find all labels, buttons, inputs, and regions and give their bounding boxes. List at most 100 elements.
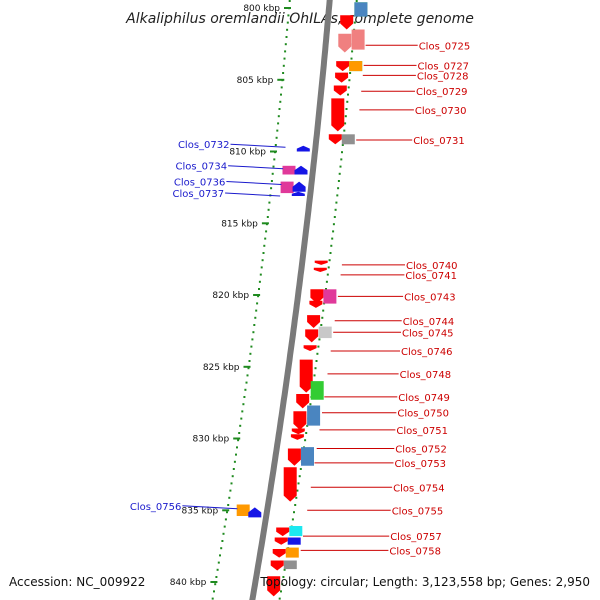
right-track-dot: [316, 352, 319, 355]
gene-label[interactable]: Clos_0729: [416, 87, 468, 98]
gene-label[interactable]: Clos_0730: [415, 106, 467, 117]
gene-arrow[interactable]: [293, 411, 307, 430]
gene-arrow[interactable]: [285, 547, 299, 558]
gene-arrow[interactable]: [248, 507, 262, 518]
left-track-dot: [216, 568, 219, 571]
gene-arrow[interactable]: [310, 381, 324, 400]
gene-arrow[interactable]: [282, 165, 296, 175]
gene-arrow[interactable]: [289, 526, 303, 537]
left-track-dot: [214, 583, 217, 586]
gene-arrow[interactable]: [291, 191, 305, 196]
gene-label[interactable]: Clos_0728: [417, 71, 469, 82]
gene-arrow[interactable]: [333, 85, 347, 96]
gene-label[interactable]: Clos_0754: [393, 483, 445, 494]
gene-arrow[interactable]: [283, 560, 297, 570]
gene-arrow[interactable]: [318, 326, 332, 339]
topology-text: Topology: circular; Length: 3,123,558 bp…: [259, 575, 590, 589]
gene-label[interactable]: Clos_0758: [389, 546, 441, 557]
gene-arrow[interactable]: [276, 527, 290, 537]
gene-arrow[interactable]: [351, 29, 365, 50]
left-track-dot: [228, 496, 231, 499]
gene-label[interactable]: Clos_0736: [174, 178, 226, 189]
gene-label[interactable]: Clos_0751: [396, 426, 448, 437]
kbp-tick-label: 830 kbp: [193, 435, 230, 445]
gene-arrow[interactable]: [328, 134, 342, 145]
gene-features: [236, 2, 368, 597]
gene-label[interactable]: Clos_0748: [400, 370, 452, 381]
label-leader: [182, 505, 238, 510]
left-track-dot: [264, 237, 267, 240]
gene-arrow[interactable]: [299, 359, 313, 393]
gene-arrow[interactable]: [274, 537, 288, 545]
gene-label[interactable]: Clos_0753: [395, 459, 447, 470]
left-track-dot: [271, 172, 274, 175]
left-track-dot: [222, 532, 225, 535]
gene-label[interactable]: Clos_0725: [419, 41, 471, 52]
gene-label[interactable]: Clos_0732: [178, 140, 230, 151]
gene-label[interactable]: Clos_0756: [130, 502, 182, 513]
gene-arrow[interactable]: [272, 549, 286, 558]
right-track-dot: [341, 151, 343, 154]
gene-arrow[interactable]: [294, 165, 308, 175]
gene-arrow[interactable]: [340, 15, 354, 30]
gene-label[interactable]: Clos_0752: [395, 445, 447, 456]
gene-arrow[interactable]: [310, 289, 324, 304]
left-track-dot: [275, 136, 278, 139]
gene-arrow[interactable]: [296, 145, 310, 152]
gene-label[interactable]: Clos_0740: [406, 261, 458, 272]
gene-arrow[interactable]: [305, 329, 319, 343]
left-track-dot: [223, 525, 226, 528]
gene-arrow[interactable]: [267, 576, 281, 597]
gene-label[interactable]: Clos_0750: [397, 409, 449, 420]
gene-arrow[interactable]: [291, 428, 305, 435]
gene-label[interactable]: Clos_0744: [403, 317, 455, 328]
left-track-dot: [255, 309, 258, 312]
gene-arrow[interactable]: [303, 345, 317, 351]
right-track-dot: [345, 108, 348, 110]
kbp-tick-label: 840 kbp: [170, 578, 207, 588]
left-track-dot: [282, 72, 285, 74]
gene-arrow[interactable]: [236, 504, 250, 517]
gene-arrow[interactable]: [341, 134, 355, 145]
left-track-dot: [287, 14, 290, 17]
gene-arrow[interactable]: [290, 434, 304, 440]
gene-arrow[interactable]: [349, 61, 363, 72]
gene-arrow[interactable]: [313, 267, 327, 272]
gene-label[interactable]: Clos_0743: [404, 292, 456, 303]
gene-label[interactable]: Clos_0727: [418, 61, 470, 72]
gene-arrow[interactable]: [280, 181, 294, 194]
gene-label[interactable]: Clos_0741: [405, 271, 457, 282]
gene-label[interactable]: Clos_0737: [173, 189, 225, 200]
left-track-dot: [242, 403, 245, 406]
gene-arrow[interactable]: [335, 72, 349, 83]
gene-arrow[interactable]: [270, 560, 284, 571]
gene-arrow[interactable]: [307, 405, 321, 426]
gene-arrow[interactable]: [301, 447, 314, 466]
gene-arrow[interactable]: [283, 467, 297, 502]
gene-arrow[interactable]: [336, 61, 350, 72]
gene-label[interactable]: Clos_0757: [390, 532, 442, 543]
gene-label[interactable]: Clos_0746: [401, 347, 453, 358]
gene-arrow[interactable]: [331, 98, 345, 132]
left-track-dot: [285, 36, 288, 38]
gene-arrow[interactable]: [292, 181, 306, 192]
gene-label[interactable]: Clos_0731: [413, 136, 465, 147]
gene-label[interactable]: Clos_0755: [392, 506, 444, 517]
right-track-dot: [333, 216, 336, 218]
left-track-dot: [283, 57, 286, 60]
gene-arrow[interactable]: [309, 300, 323, 308]
gene-label[interactable]: Clos_0749: [398, 393, 450, 404]
gene-arrow[interactable]: [314, 260, 328, 265]
gene-arrow[interactable]: [296, 394, 310, 409]
kbp-tick-label: 810 kbp: [229, 148, 266, 158]
gene-label[interactable]: Clos_0745: [402, 328, 454, 339]
gene-arrow[interactable]: [338, 33, 352, 53]
gene-arrow[interactable]: [307, 315, 321, 328]
gene-label[interactable]: Clos_0734: [176, 162, 228, 173]
gene-arrow[interactable]: [354, 2, 368, 17]
gene-arrow[interactable]: [287, 448, 301, 466]
gene-arrow[interactable]: [287, 537, 301, 545]
right-track-dot: [341, 144, 344, 146]
gene-arrow[interactable]: [323, 289, 337, 304]
kbp-tick: [253, 294, 261, 296]
